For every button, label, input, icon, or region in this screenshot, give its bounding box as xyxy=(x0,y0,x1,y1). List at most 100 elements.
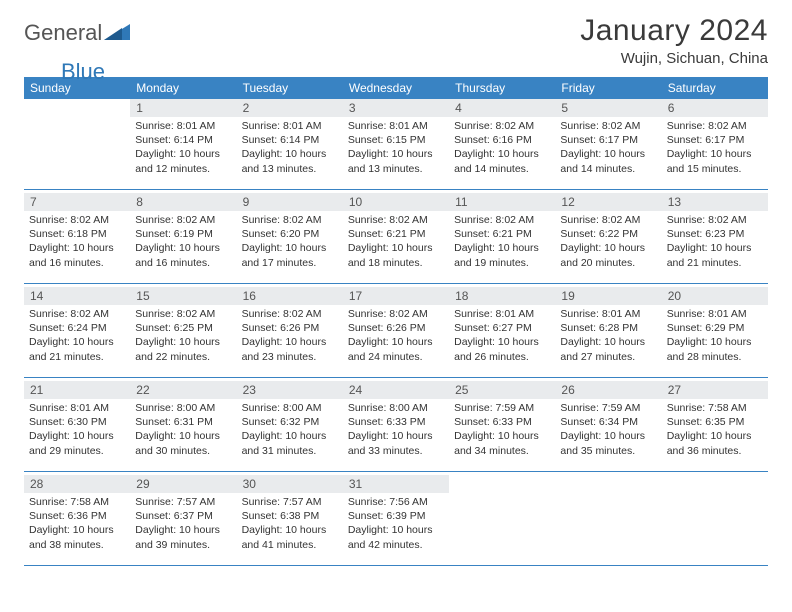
day-number: 2 xyxy=(237,99,343,117)
sunset-text: Sunset: 6:17 PM xyxy=(667,133,763,147)
day-body: Sunrise: 8:00 AMSunset: 6:32 PMDaylight:… xyxy=(237,399,343,462)
sunrise-text: Sunrise: 8:01 AM xyxy=(560,307,656,321)
day-number: 18 xyxy=(449,287,555,305)
day-body: Sunrise: 8:00 AMSunset: 6:33 PMDaylight:… xyxy=(343,399,449,462)
daylight-text: Daylight: 10 hours and 26 minutes. xyxy=(454,335,550,363)
daylight-text: Daylight: 10 hours and 17 minutes. xyxy=(242,241,338,269)
sunrise-text: Sunrise: 8:01 AM xyxy=(454,307,550,321)
daylight-text: Daylight: 10 hours and 29 minutes. xyxy=(29,429,125,457)
day-number: 6 xyxy=(662,99,768,117)
calendar-cell: 20Sunrise: 8:01 AMSunset: 6:29 PMDayligh… xyxy=(662,287,768,377)
day-body: Sunrise: 8:01 AMSunset: 6:27 PMDaylight:… xyxy=(449,305,555,368)
calendar-cell: 24Sunrise: 8:00 AMSunset: 6:33 PMDayligh… xyxy=(343,381,449,471)
day-number: 22 xyxy=(130,381,236,399)
calendar-cell: 2Sunrise: 8:01 AMSunset: 6:14 PMDaylight… xyxy=(237,99,343,189)
daylight-text: Daylight: 10 hours and 31 minutes. xyxy=(242,429,338,457)
day-number: 19 xyxy=(555,287,661,305)
daylight-text: Daylight: 10 hours and 16 minutes. xyxy=(29,241,125,269)
calendar-cell: 18Sunrise: 8:01 AMSunset: 6:27 PMDayligh… xyxy=(449,287,555,377)
sunrise-text: Sunrise: 8:02 AM xyxy=(348,307,444,321)
calendar-cell: 17Sunrise: 8:02 AMSunset: 6:26 PMDayligh… xyxy=(343,287,449,377)
day-number: 10 xyxy=(343,193,449,211)
calendar-cell: 8 Sunrise: 8:02 AMSunset: 6:19 PMDaylight… xyxy=(130,193,236,283)
weekday-header: Saturday xyxy=(662,77,768,99)
sunrise-text: Sunrise: 8:02 AM xyxy=(135,307,231,321)
sunset-text: Sunset: 6:39 PM xyxy=(348,509,444,523)
day-body: Sunrise: 8:02 AMSunset: 6:20 PMDaylight:… xyxy=(237,211,343,274)
daylight-text: Daylight: 10 hours and 38 minutes. xyxy=(29,523,125,551)
day-number: 17 xyxy=(343,287,449,305)
calendar-week-row: 7Sunrise: 8:02 AMSunset: 6:18 PMDaylight… xyxy=(24,193,768,283)
day-body: Sunrise: 8:01 AMSunset: 6:15 PMDaylight:… xyxy=(343,117,449,180)
calendar-cell: 4Sunrise: 8:02 AMSunset: 6:16 PMDaylight… xyxy=(449,99,555,189)
sunrise-text: Sunrise: 8:01 AM xyxy=(135,119,231,133)
calendar-cell xyxy=(555,475,661,565)
sunrise-text: Sunrise: 7:58 AM xyxy=(667,401,763,415)
day-body: Sunrise: 8:01 AMSunset: 6:14 PMDaylight:… xyxy=(237,117,343,180)
sunrise-text: Sunrise: 8:02 AM xyxy=(135,213,231,227)
sunset-text: Sunset: 6:15 PM xyxy=(348,133,444,147)
daylight-text: Daylight: 10 hours and 23 minutes. xyxy=(242,335,338,363)
daylight-text: Daylight: 10 hours and 42 minutes. xyxy=(348,523,444,551)
sunrise-text: Sunrise: 8:02 AM xyxy=(667,119,763,133)
weekday-header: Monday xyxy=(130,77,236,99)
day-number: 7 xyxy=(24,193,130,211)
day-body: Sunrise: 7:58 AMSunset: 6:35 PMDaylight:… xyxy=(662,399,768,462)
sunset-text: Sunset: 6:26 PM xyxy=(242,321,338,335)
calendar-cell: 3Sunrise: 8:01 AMSunset: 6:15 PMDaylight… xyxy=(343,99,449,189)
daylight-text: Daylight: 10 hours and 16 minutes. xyxy=(135,241,231,269)
day-number: 23 xyxy=(237,381,343,399)
sunset-text: Sunset: 6:35 PM xyxy=(667,415,763,429)
sunrise-text: Sunrise: 8:02 AM xyxy=(348,213,444,227)
logo-text-general: General xyxy=(24,20,102,46)
sunset-text: Sunset: 6:19 PM xyxy=(135,227,231,241)
sunrise-text: Sunrise: 7:59 AM xyxy=(454,401,550,415)
day-number: 13 xyxy=(662,193,768,211)
daylight-text: Daylight: 10 hours and 15 minutes. xyxy=(667,147,763,175)
sunset-text: Sunset: 6:18 PM xyxy=(29,227,125,241)
sunset-text: Sunset: 6:36 PM xyxy=(29,509,125,523)
daylight-text: Daylight: 10 hours and 21 minutes. xyxy=(29,335,125,363)
day-body: Sunrise: 8:02 AMSunset: 6:21 PMDaylight:… xyxy=(449,211,555,274)
sunrise-text: Sunrise: 7:57 AM xyxy=(135,495,231,509)
daylight-text: Daylight: 10 hours and 18 minutes. xyxy=(348,241,444,269)
daylight-text: Daylight: 10 hours and 21 minutes. xyxy=(667,241,763,269)
day-body: Sunrise: 8:02 AMSunset: 6:23 PMDaylight:… xyxy=(662,211,768,274)
calendar-cell: 21Sunrise: 8:01 AMSunset: 6:30 PMDayligh… xyxy=(24,381,130,471)
day-number: 12 xyxy=(555,193,661,211)
sunset-text: Sunset: 6:37 PM xyxy=(135,509,231,523)
logo-triangle-icon xyxy=(104,22,130,45)
sunrise-text: Sunrise: 8:01 AM xyxy=(29,401,125,415)
sunset-text: Sunset: 6:25 PM xyxy=(135,321,231,335)
daylight-text: Daylight: 10 hours and 28 minutes. xyxy=(667,335,763,363)
sunset-text: Sunset: 6:34 PM xyxy=(560,415,656,429)
day-number: 8 xyxy=(130,193,236,211)
day-body: Sunrise: 7:57 AMSunset: 6:38 PMDaylight:… xyxy=(237,493,343,556)
sunrise-text: Sunrise: 8:02 AM xyxy=(242,307,338,321)
daylight-text: Daylight: 10 hours and 19 minutes. xyxy=(454,241,550,269)
weekday-header: Tuesday xyxy=(237,77,343,99)
day-body: Sunrise: 7:59 AMSunset: 6:33 PMDaylight:… xyxy=(449,399,555,462)
sunset-text: Sunset: 6:17 PM xyxy=(560,133,656,147)
sunrise-text: Sunrise: 8:00 AM xyxy=(135,401,231,415)
sunrise-text: Sunrise: 8:01 AM xyxy=(348,119,444,133)
calendar-cell: 13Sunrise: 8:02 AMSunset: 6:23 PMDayligh… xyxy=(662,193,768,283)
sunset-text: Sunset: 6:29 PM xyxy=(667,321,763,335)
calendar-cell: 25Sunrise: 7:59 AMSunset: 6:33 PMDayligh… xyxy=(449,381,555,471)
day-body: Sunrise: 8:02 AMSunset: 6:26 PMDaylight:… xyxy=(343,305,449,368)
sunrise-text: Sunrise: 8:02 AM xyxy=(560,119,656,133)
day-body: Sunrise: 8:02 AMSunset: 6:17 PMDaylight:… xyxy=(662,117,768,180)
day-number: 15 xyxy=(130,287,236,305)
sunset-text: Sunset: 6:23 PM xyxy=(667,227,763,241)
calendar-cell: 1Sunrise: 8:01 AMSunset: 6:14 PMDaylight… xyxy=(130,99,236,189)
day-number: 30 xyxy=(237,475,343,493)
calendar-cell: 23Sunrise: 8:00 AMSunset: 6:32 PMDayligh… xyxy=(237,381,343,471)
day-number: 1 xyxy=(130,99,236,117)
sunset-text: Sunset: 6:22 PM xyxy=(560,227,656,241)
calendar-cell: 10Sunrise: 8:02 AMSunset: 6:21 PMDayligh… xyxy=(343,193,449,283)
calendar-cell: 6Sunrise: 8:02 AMSunset: 6:17 PMDaylight… xyxy=(662,99,768,189)
sunrise-text: Sunrise: 8:01 AM xyxy=(242,119,338,133)
calendar-cell: 19Sunrise: 8:01 AMSunset: 6:28 PMDayligh… xyxy=(555,287,661,377)
daylight-text: Daylight: 10 hours and 20 minutes. xyxy=(560,241,656,269)
day-body: Sunrise: 7:56 AMSunset: 6:39 PMDaylight:… xyxy=(343,493,449,556)
